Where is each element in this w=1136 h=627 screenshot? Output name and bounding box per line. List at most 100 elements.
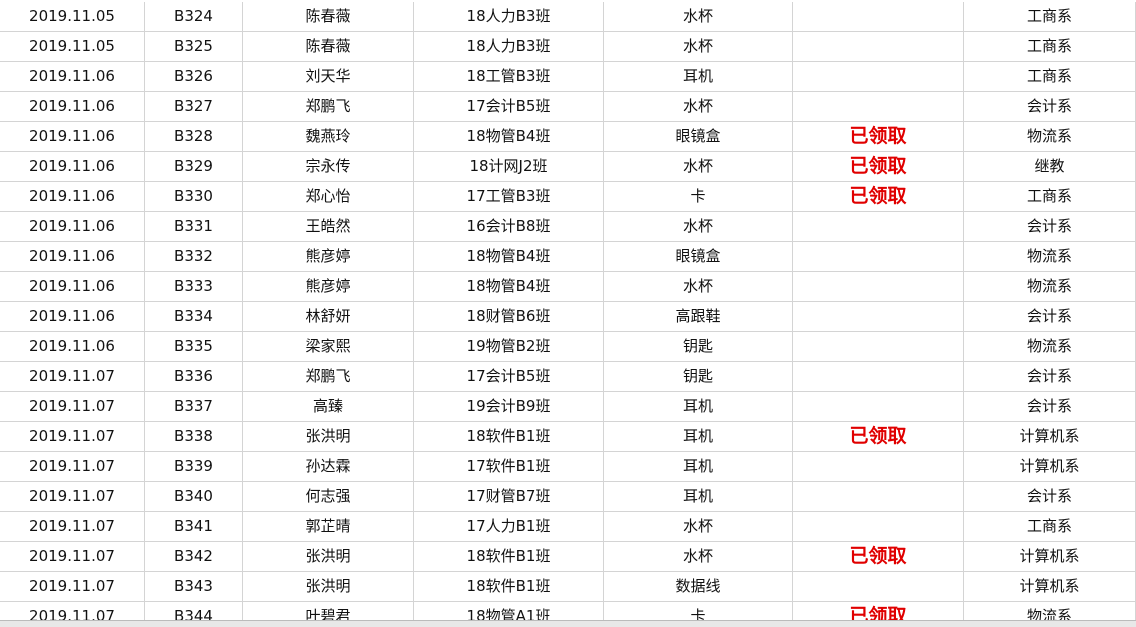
item-cell[interactable]: 钥匙 — [604, 362, 793, 392]
date-cell[interactable]: 2019.11.06 — [0, 92, 145, 122]
name-cell[interactable]: 何志强 — [243, 482, 414, 512]
class-cell[interactable]: 18工管B3班 — [414, 62, 604, 92]
item-cell[interactable]: 水杯 — [604, 32, 793, 62]
class-cell[interactable]: 19物管B2班 — [414, 332, 604, 362]
item-cell[interactable]: 卡 — [604, 182, 793, 212]
code-cell[interactable]: B333 — [145, 272, 243, 302]
code-cell[interactable]: B341 — [145, 512, 243, 542]
class-cell[interactable]: 17会计B5班 — [414, 92, 604, 122]
department-cell[interactable]: 会计系 — [964, 92, 1136, 122]
item-cell[interactable]: 耳机 — [604, 62, 793, 92]
code-cell[interactable]: B329 — [145, 152, 243, 182]
department-cell[interactable]: 物流系 — [964, 122, 1136, 152]
class-cell[interactable]: 18软件B1班 — [414, 572, 604, 602]
name-cell[interactable]: 熊彦婷 — [243, 272, 414, 302]
code-cell[interactable]: B337 — [145, 392, 243, 422]
class-cell[interactable]: 18软件B1班 — [414, 422, 604, 452]
class-cell[interactable]: 16会计B8班 — [414, 212, 604, 242]
name-cell[interactable]: 陈春薇 — [243, 32, 414, 62]
date-cell[interactable]: 2019.11.07 — [0, 422, 145, 452]
status-cell[interactable]: 已领取 — [793, 542, 964, 572]
date-cell[interactable]: 2019.11.06 — [0, 302, 145, 332]
name-cell[interactable]: 郑鹏飞 — [243, 92, 414, 122]
code-cell[interactable]: B336 — [145, 362, 243, 392]
code-cell[interactable]: B335 — [145, 332, 243, 362]
status-cell[interactable] — [793, 572, 964, 602]
item-cell[interactable]: 高跟鞋 — [604, 302, 793, 332]
item-cell[interactable]: 水杯 — [604, 272, 793, 302]
class-cell[interactable]: 18计网J2班 — [414, 152, 604, 182]
date-cell[interactable]: 2019.11.07 — [0, 452, 145, 482]
name-cell[interactable]: 林舒妍 — [243, 302, 414, 332]
item-cell[interactable]: 眼镜盒 — [604, 242, 793, 272]
department-cell[interactable]: 工商系 — [964, 32, 1136, 62]
class-cell[interactable]: 17财管B7班 — [414, 482, 604, 512]
status-cell[interactable] — [793, 332, 964, 362]
department-cell[interactable]: 物流系 — [964, 272, 1136, 302]
status-cell[interactable]: 已领取 — [793, 122, 964, 152]
date-cell[interactable]: 2019.11.06 — [0, 182, 145, 212]
department-cell[interactable]: 工商系 — [964, 182, 1136, 212]
name-cell[interactable]: 孙达霖 — [243, 452, 414, 482]
date-cell[interactable]: 2019.11.07 — [0, 482, 145, 512]
name-cell[interactable]: 陈春薇 — [243, 2, 414, 32]
class-cell[interactable]: 17软件B1班 — [414, 452, 604, 482]
department-cell[interactable]: 计算机系 — [964, 572, 1136, 602]
department-cell[interactable]: 会计系 — [964, 302, 1136, 332]
status-cell[interactable]: 已领取 — [793, 182, 964, 212]
code-cell[interactable]: B330 — [145, 182, 243, 212]
department-cell[interactable]: 计算机系 — [964, 452, 1136, 482]
status-cell[interactable] — [793, 92, 964, 122]
date-cell[interactable]: 2019.11.05 — [0, 32, 145, 62]
item-cell[interactable]: 耳机 — [604, 452, 793, 482]
code-cell[interactable]: B343 — [145, 572, 243, 602]
department-cell[interactable]: 会计系 — [964, 212, 1136, 242]
date-cell[interactable]: 2019.11.05 — [0, 2, 145, 32]
status-cell[interactable]: 已领取 — [793, 422, 964, 452]
class-cell[interactable]: 19会计B9班 — [414, 392, 604, 422]
item-cell[interactable]: 水杯 — [604, 2, 793, 32]
status-cell[interactable]: 已领取 — [793, 152, 964, 182]
status-cell[interactable] — [793, 392, 964, 422]
department-cell[interactable]: 工商系 — [964, 2, 1136, 32]
status-cell[interactable] — [793, 512, 964, 542]
department-cell[interactable]: 会计系 — [964, 482, 1136, 512]
class-cell[interactable]: 17人力B1班 — [414, 512, 604, 542]
date-cell[interactable]: 2019.11.06 — [0, 242, 145, 272]
item-cell[interactable]: 耳机 — [604, 422, 793, 452]
item-cell[interactable]: 水杯 — [604, 92, 793, 122]
class-cell[interactable]: 18人力B3班 — [414, 2, 604, 32]
name-cell[interactable]: 魏燕玲 — [243, 122, 414, 152]
status-cell[interactable] — [793, 272, 964, 302]
name-cell[interactable]: 刘天华 — [243, 62, 414, 92]
item-cell[interactable]: 水杯 — [604, 152, 793, 182]
department-cell[interactable]: 计算机系 — [964, 422, 1136, 452]
class-cell[interactable]: 17会计B5班 — [414, 362, 604, 392]
date-cell[interactable]: 2019.11.07 — [0, 362, 145, 392]
code-cell[interactable]: B327 — [145, 92, 243, 122]
name-cell[interactable]: 郭芷晴 — [243, 512, 414, 542]
item-cell[interactable]: 耳机 — [604, 482, 793, 512]
name-cell[interactable]: 梁家熙 — [243, 332, 414, 362]
item-cell[interactable]: 数据线 — [604, 572, 793, 602]
code-cell[interactable]: B324 — [145, 2, 243, 32]
item-cell[interactable]: 水杯 — [604, 542, 793, 572]
department-cell[interactable]: 计算机系 — [964, 542, 1136, 572]
class-cell[interactable]: 18物管B4班 — [414, 122, 604, 152]
department-cell[interactable]: 会计系 — [964, 362, 1136, 392]
code-cell[interactable]: B325 — [145, 32, 243, 62]
name-cell[interactable]: 熊彦婷 — [243, 242, 414, 272]
code-cell[interactable]: B331 — [145, 212, 243, 242]
class-cell[interactable]: 18人力B3班 — [414, 32, 604, 62]
name-cell[interactable]: 宗永传 — [243, 152, 414, 182]
status-cell[interactable] — [793, 482, 964, 512]
date-cell[interactable]: 2019.11.06 — [0, 152, 145, 182]
date-cell[interactable]: 2019.11.07 — [0, 542, 145, 572]
date-cell[interactable]: 2019.11.06 — [0, 122, 145, 152]
item-cell[interactable]: 眼镜盒 — [604, 122, 793, 152]
class-cell[interactable]: 18物管B4班 — [414, 242, 604, 272]
name-cell[interactable]: 郑心怡 — [243, 182, 414, 212]
name-cell[interactable]: 张洪明 — [243, 542, 414, 572]
code-cell[interactable]: B338 — [145, 422, 243, 452]
department-cell[interactable]: 继教 — [964, 152, 1136, 182]
